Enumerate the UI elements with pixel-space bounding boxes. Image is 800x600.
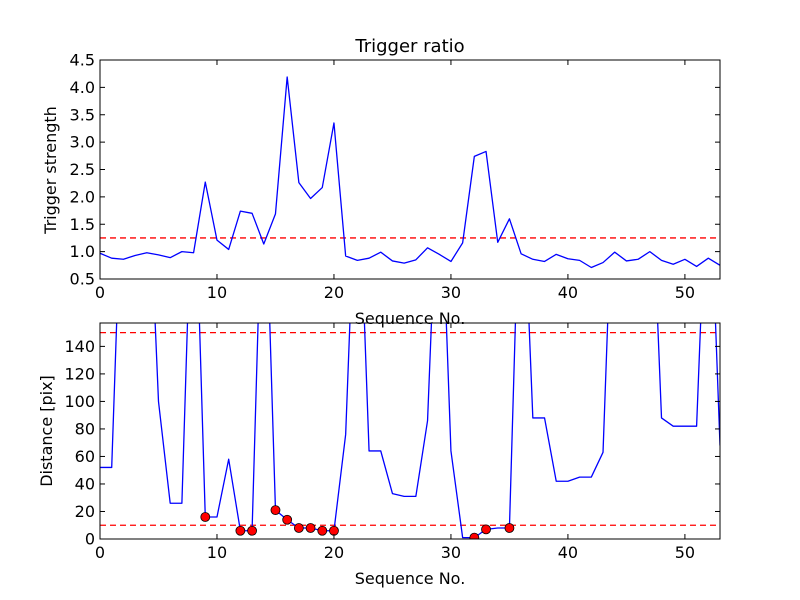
- data-point: [305, 523, 316, 533]
- y-tick-label: 0.5: [70, 270, 95, 289]
- data-point: [317, 525, 328, 536]
- y-tick-label: 80: [75, 419, 95, 438]
- data-point: [235, 525, 246, 536]
- y-tick-label: 3.0: [70, 133, 95, 152]
- y-axis-label: Distance [pix]: [37, 375, 56, 487]
- series-line: [100, 323, 720, 539]
- y-tick-label: 1.0: [70, 242, 95, 261]
- y-tick-label: 100: [64, 392, 95, 411]
- x-tick-label: 50: [675, 543, 695, 562]
- axis-ticks: 0 10 20 30 40 50 0.5 1.0 1.5 2.0 2.5 3.0 3.5 4.0 4.5: [70, 51, 720, 302]
- x-tick-label: 20: [324, 283, 344, 302]
- data-point: [469, 532, 480, 539]
- y-tick-label: 3.5: [70, 105, 95, 124]
- y-tick-label: 2.0: [70, 187, 95, 206]
- data-point: [200, 512, 211, 522]
- data-point: [504, 523, 515, 533]
- y-tick-label: 4.0: [70, 78, 95, 97]
- y-tick-label: 60: [75, 447, 95, 466]
- x-tick-label: 40: [558, 543, 578, 562]
- trigger-ratio-plot: Trigger ratio 0 10 20 30 40 50 0.5 1.0 1.5 2.0 2.5…: [41, 36, 721, 328]
- x-tick-label: 20: [324, 543, 344, 562]
- y-tick-label: 1.5: [70, 215, 95, 234]
- data-point: [293, 523, 304, 533]
- y-tick-label: 20: [75, 502, 95, 521]
- x-tick-label: 10: [207, 543, 227, 562]
- x-tick-label: 50: [675, 283, 695, 302]
- series-line: [100, 76, 720, 269]
- data-point: [247, 525, 257, 536]
- plot-area: [100, 76, 720, 269]
- data-point: [270, 505, 281, 516]
- y-tick-label: 120: [64, 364, 95, 383]
- y-tick-label: 0: [85, 530, 95, 549]
- y-tick-label: 40: [75, 474, 95, 493]
- y-tick-label: 4.5: [70, 51, 95, 70]
- data-point: [329, 525, 339, 536]
- axis-ticks: 0 10 20 30 40 50 0 20 40 60 80 100 120 140: [64, 323, 720, 562]
- axes-frame: [99, 322, 721, 540]
- x-tick-label: 0: [95, 283, 105, 302]
- x-tick-label: 0: [95, 543, 105, 562]
- x-tick-label: 40: [558, 283, 578, 302]
- x-tick-label: 10: [207, 283, 227, 302]
- x-axis-label: Sequence No.: [355, 309, 466, 328]
- x-tick-label: 30: [441, 283, 461, 302]
- data-point: [481, 524, 491, 535]
- y-axis-label: Trigger strength: [41, 106, 60, 235]
- x-tick-label: 30: [441, 543, 461, 562]
- y-tick-label: 2.5: [70, 160, 95, 179]
- y-tick-label: 140: [64, 337, 95, 356]
- chart-title: Trigger ratio: [354, 36, 464, 57]
- data-point: [282, 514, 293, 525]
- axes-frame: [99, 59, 721, 280]
- x-axis-label: Sequence No.: [355, 569, 466, 588]
- distance-plot: 0 10 20 30 40 50 0 20 40 60 80 100 120 140 Sequence N…: [37, 322, 721, 588]
- plot-area: [100, 323, 720, 539]
